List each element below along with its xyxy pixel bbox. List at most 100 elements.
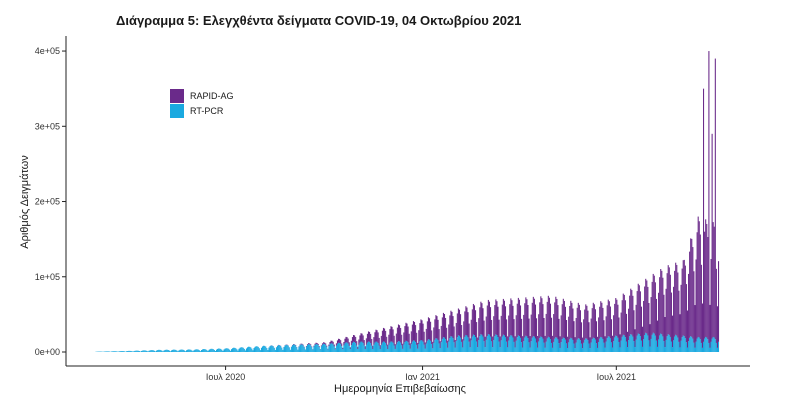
bar-rapid-ag [371,338,373,346]
bar-rt-pcr [638,334,640,352]
bar-rapid-ag [497,306,499,338]
bar-rapid-ag [421,320,423,341]
bar-rapid-ag [502,298,504,335]
bar-rt-pcr [609,338,611,352]
bar-rapid-ag [328,344,330,347]
bar-rt-pcr [618,341,620,352]
bar-rt-pcr [275,347,277,352]
bar-rapid-ag [410,331,412,345]
bar-rt-pcr [121,351,123,352]
bar-rapid-ag [534,304,537,339]
bar-rapid-ag [632,295,634,337]
bar-rt-pcr [235,348,237,352]
bar-rapid-ag [531,302,533,338]
bar-rt-pcr [580,343,583,352]
chart-marks [95,51,720,352]
bar-rt-pcr [475,337,477,352]
bar-rt-pcr [707,339,709,352]
bar-rt-pcr [546,338,548,352]
bar-rapid-ag [503,300,505,336]
bar-rapid-ag [530,314,532,342]
bar-rapid-ag [339,338,341,344]
bar-rapid-ag [711,133,713,339]
bar-rt-pcr [176,350,178,352]
bar-rt-pcr [181,349,183,352]
bar-rapid-ag [345,336,347,343]
bar-rapid-ag [451,311,453,337]
bar-rt-pcr [133,351,135,352]
bar-rt-pcr [319,349,321,352]
bar-rt-pcr [397,341,400,352]
bar-rt-pcr [653,333,655,352]
bar-rt-pcr [260,347,262,352]
bar-rt-pcr [574,348,576,352]
bar-rt-pcr [224,348,226,352]
bar-rapid-ag [509,304,511,337]
bar-rt-pcr [268,347,270,352]
bar-rapid-ag [332,341,334,345]
bar-rt-pcr [506,341,508,352]
bar-rt-pcr [533,336,535,352]
bar-rt-pcr [327,349,329,352]
bar-rapid-ag [658,292,660,340]
bar-rt-pcr [553,341,555,352]
bar-rt-pcr [600,336,602,352]
bar-rapid-ag [360,333,362,342]
bar-rapid-ag [542,304,544,339]
bar-rt-pcr [607,336,609,352]
bar-rt-pcr [503,335,505,352]
bar-rt-pcr [265,346,267,352]
bar-rt-pcr [508,340,510,352]
bar-rapid-ag [649,324,651,347]
bar-rt-pcr [673,340,675,352]
bar-rapid-ag [681,268,683,338]
bar-rt-pcr [562,337,564,352]
bar-rt-pcr [615,335,617,352]
bar-rt-pcr [701,347,704,352]
bar-rt-pcr [539,338,541,352]
bar-rt-pcr [328,346,330,352]
bar-rapid-ag [692,247,694,339]
bar-rapid-ag [397,324,400,342]
bar-rt-pcr [194,349,196,352]
bar-rapid-ag [401,334,403,346]
bar-rt-pcr [286,344,288,352]
bar-rt-pcr [153,350,155,352]
bar-rt-pcr [718,341,720,352]
bar-rapid-ag [557,305,559,340]
bar-rt-pcr [163,350,165,352]
bar-rapid-ag [402,343,404,349]
bar-rt-pcr [518,336,520,352]
bar-rapid-ag [600,301,602,337]
bar-rapid-ag [664,317,666,348]
bar-rt-pcr [572,339,574,352]
bar-rt-pcr [190,349,192,352]
bar-rapid-ag [554,302,556,339]
bar-rapid-ag [524,303,526,338]
bar-rt-pcr [374,342,376,352]
bar-rt-pcr [217,348,219,352]
bar-rapid-ag [438,329,440,344]
bar-rt-pcr [594,339,596,352]
bar-rapid-ag [476,322,478,342]
bar-rt-pcr [515,340,517,352]
bar-rt-pcr [315,343,317,352]
bar-rt-pcr [143,350,145,352]
bar-rapid-ag [512,305,514,338]
bar-rt-pcr [540,336,542,352]
y-tick-label: 4e+05 [35,46,60,56]
bar-rapid-ag [395,333,397,345]
bar-rapid-ag [494,305,496,337]
bar-rapid-ag [553,314,555,342]
bar-rt-pcr [517,335,519,352]
bar-rapid-ag [601,302,603,338]
bar-rt-pcr [311,347,313,352]
bar-rt-pcr [408,345,410,352]
bar-rt-pcr [306,344,309,352]
bar-rt-pcr [195,349,197,352]
bar-rt-pcr [552,347,554,352]
bar-rt-pcr [575,342,577,352]
bar-rapid-ag [650,297,652,339]
bar-rapid-ag [302,344,304,346]
bar-rapid-ag [677,272,679,338]
